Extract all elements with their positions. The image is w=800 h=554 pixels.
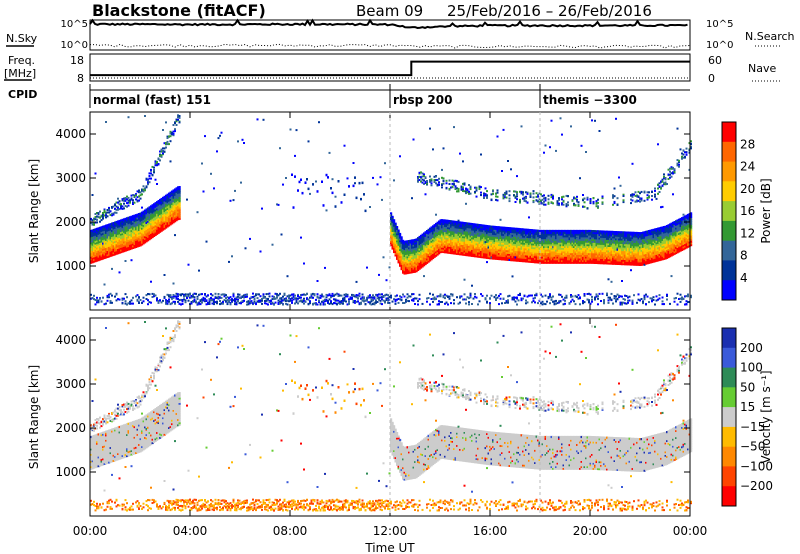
power-panel: 1000 2000 3000 4000 Slant Range [km] 28 24 20… (27, 111, 773, 311)
colorbar-tick-label: 8 (740, 249, 748, 263)
y-tick-label: 1000 (55, 465, 86, 479)
nsearch-line (90, 43, 691, 49)
x-tick-label: 12:00 (373, 524, 408, 538)
freq-line (90, 60, 690, 77)
x-tick-label: 00:00 (73, 524, 108, 538)
freq-panel: 18 8 60 0 Freq. [MHz] Nave (4, 53, 782, 85)
date-range: 25/Feb/2016 – 26/Feb/2016 (447, 2, 652, 20)
colorbar-tick-label: 20 (740, 182, 755, 196)
nave-label: Nave (748, 62, 776, 75)
y-tick-label: 2000 (55, 421, 86, 435)
colorbar-swatch (722, 201, 736, 222)
colorbar-swatch (722, 181, 736, 202)
x-axis-label: Time UT (364, 541, 415, 554)
colorbar-swatch (722, 466, 736, 487)
nsearch-label: N.Search (745, 30, 795, 43)
colorbar-tick-label: 100 (740, 361, 763, 375)
colorbar-swatch (722, 387, 736, 408)
power-colorbar: 28 24 20 16 12 8 4 (721, 121, 755, 301)
x-tick-label: 08:00 (273, 524, 308, 538)
noise-panel: 10^5 10^0 10^5 10^0 N.Sky N.Search (6, 18, 795, 51)
noise-axis-right-top: 10^5 (706, 19, 733, 30)
freq-unit-label: [MHz] (4, 67, 36, 80)
colorbar-swatch (722, 446, 736, 467)
colorbar-tick-label: −200 (740, 479, 773, 493)
colorbar-tick-label: 200 (740, 341, 763, 355)
freq-axis-right-bottom: 0 (708, 72, 715, 85)
y-tick-label: 3000 (55, 171, 86, 185)
colorbar-tick-label: 15 (740, 400, 755, 414)
colorbar-swatch (722, 161, 736, 182)
cpid-panel: CPID normal (fast) 151 rbsp 200 themis −33… (8, 84, 690, 108)
colorbar-swatch (722, 486, 736, 507)
freq-label: Freq. (8, 54, 35, 67)
colorbar-tick-label: 24 (740, 160, 755, 174)
colorbar-tick-label: 4 (740, 271, 748, 285)
colorbar-swatch (722, 260, 736, 281)
velocity-data-layer (90, 320, 693, 512)
power-data-layer (90, 114, 693, 306)
cpid-segment-label: rbsp 200 (393, 93, 452, 107)
y-tick-label: 3000 (55, 377, 86, 391)
nsky-label: N.Sky (6, 32, 38, 45)
colorbar-swatch (722, 407, 736, 428)
colorbar-swatch (722, 141, 736, 163)
colorbar-tick-label: −100 (740, 459, 773, 473)
x-tick-label: 00:00 (673, 524, 708, 538)
colorbar-swatch (722, 240, 736, 261)
power-ylabel: Slant Range [km] (27, 159, 41, 263)
station-title: Blackstone (fitACF) (92, 1, 266, 20)
freq-axis-left-top: 18 (70, 54, 84, 67)
cpid-segment-label: themis −3300 (543, 93, 637, 107)
colorbar-tick-label: 16 (740, 204, 755, 218)
colorbar-tick-label: 50 (740, 380, 755, 394)
x-axis: 00:00 04:00 08:00 12:00 16:00 20:00 00:00 (73, 112, 708, 538)
power-colorbar-label: Power [dB] (759, 178, 773, 243)
noise-axis-right-bottom: 10^0 (706, 40, 733, 51)
colorbar-swatch (722, 220, 736, 242)
colorbar-swatch (722, 328, 736, 349)
beam-label: Beam 09 (356, 2, 423, 20)
noise-axis-left-bottom: 10^0 (61, 40, 88, 51)
colorbar-swatch (722, 280, 736, 301)
velocity-ylabel: Slant Range [km] (27, 365, 41, 469)
y-tick-label: 1000 (55, 259, 86, 273)
colorbar-swatch (722, 122, 736, 143)
x-tick-label: 16:00 (473, 524, 508, 538)
x-tick-label: 20:00 (573, 524, 608, 538)
nsky-line (89, 18, 688, 30)
colorbar-swatch (722, 426, 736, 448)
velocity-colorbar-label: Velocity [m s⁻¹] (759, 370, 773, 463)
y-tick-label: 2000 (55, 215, 86, 229)
colorbar-swatch (722, 347, 736, 369)
cpid-label: CPID (8, 88, 37, 101)
freq-axis-right-top: 60 (708, 54, 722, 67)
colorbar-tick-label: −15 (740, 420, 765, 434)
colorbar-tick-label: 12 (740, 226, 755, 240)
freq-axis-left-bottom: 8 (77, 72, 84, 85)
cpid-segment-label: normal (fast) 151 (93, 93, 211, 107)
velocity-panel: 1000 2000 3000 4000 Slant Range [km] 200 100… (27, 317, 773, 517)
y-tick-label: 4000 (55, 333, 86, 347)
colorbar-tick-label: 28 (740, 137, 755, 151)
noise-axis-left-top: 10^5 (61, 19, 88, 30)
x-tick-label: 04:00 (173, 524, 208, 538)
y-tick-label: 4000 (55, 127, 86, 141)
colorbar-tick-label: −50 (740, 440, 765, 454)
velocity-colorbar: 200 100 50 15 −15 −50 −100 −200 (721, 327, 773, 507)
colorbar-swatch (722, 367, 736, 388)
